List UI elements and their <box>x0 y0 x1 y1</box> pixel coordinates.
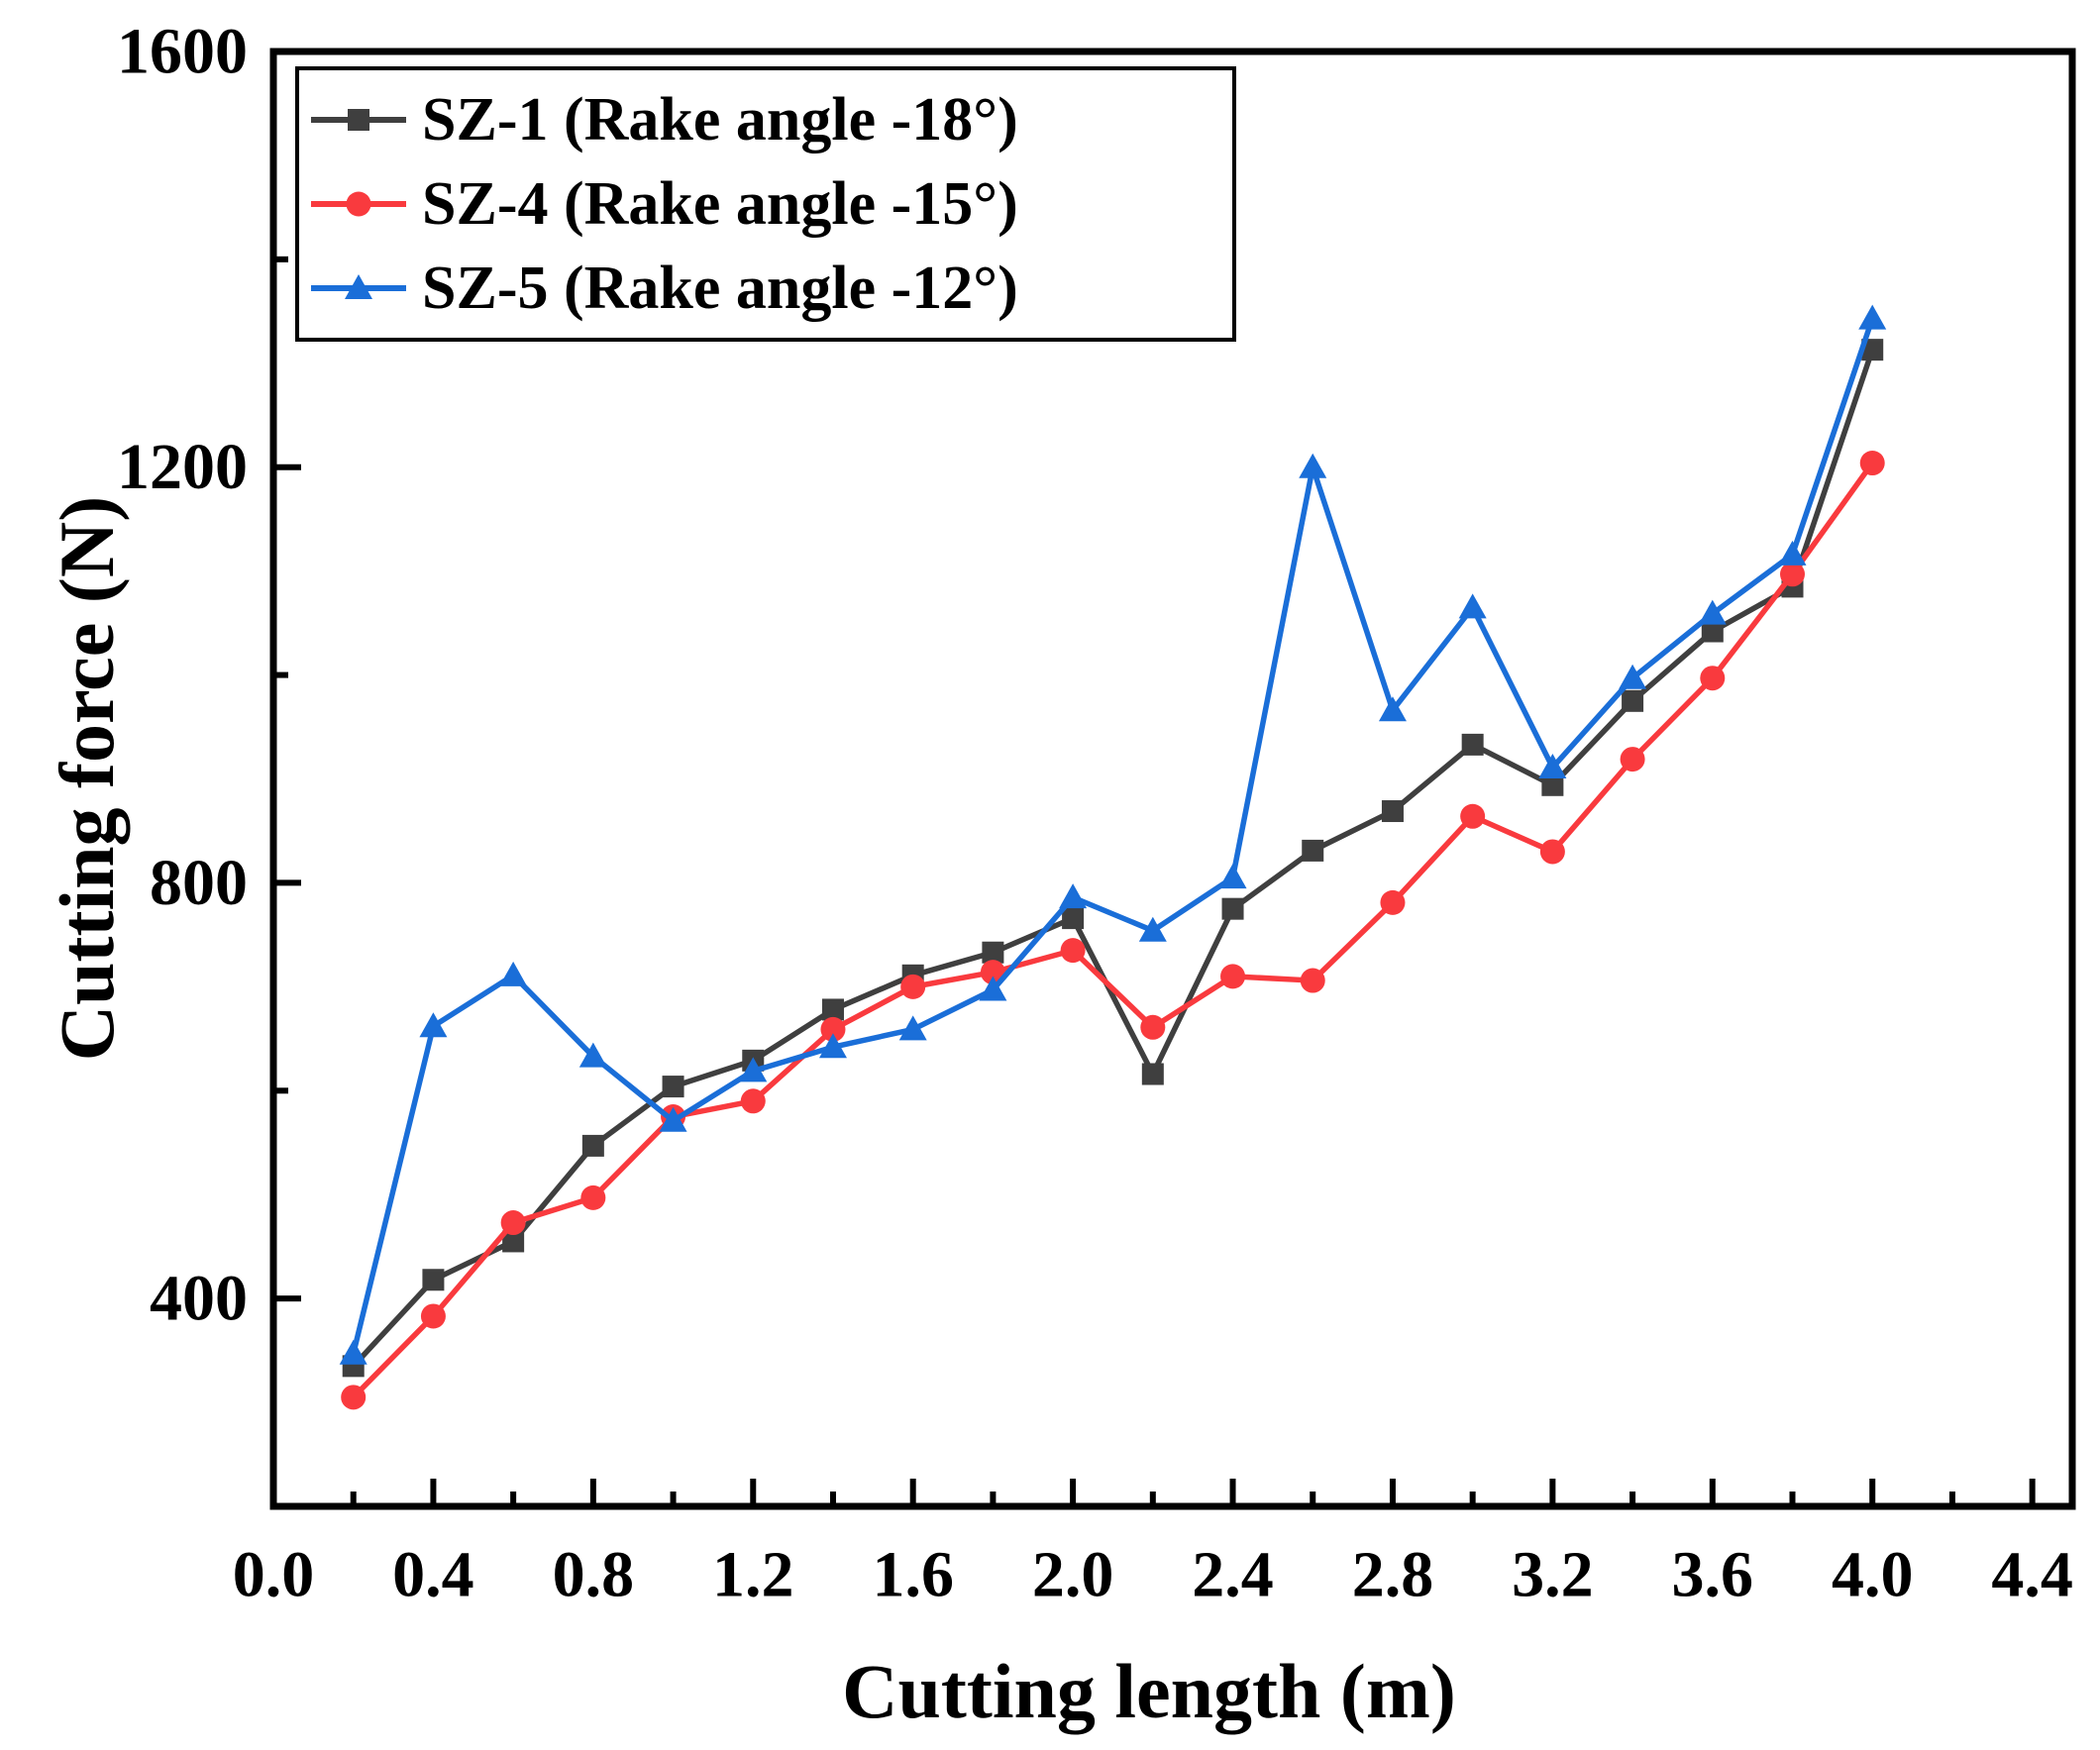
y-tick-label: 800 <box>150 847 248 919</box>
x-tick-label: 3.2 <box>1512 1539 1594 1611</box>
legend-label: SZ-1 (Rake angle -18°) <box>422 86 1018 154</box>
legend-square-marker-icon <box>311 109 406 132</box>
x-tick-label: 2.4 <box>1192 1539 1274 1611</box>
legend-triangle-marker-icon <box>311 273 406 299</box>
legend-label: SZ-4 (Rake angle -15°) <box>422 169 1018 238</box>
x-tick-label: 1.6 <box>872 1539 954 1611</box>
legend: SZ-1 (Rake angle -18°) SZ-4 (Rake angle -… <box>295 66 1236 342</box>
series-sz-4 <box>341 451 1885 1410</box>
y-axis-title: Cutting force (N) <box>44 495 130 1062</box>
y-tick-label: 1200 <box>117 431 248 503</box>
legend-item-sz-1: SZ-1 (Rake angle -18°) <box>309 89 1232 151</box>
legend-label: SZ-5 (Rake angle -12°) <box>422 254 1018 322</box>
x-tick-label: 2.0 <box>1032 1539 1114 1611</box>
x-tick-label: 3.6 <box>1672 1539 1754 1611</box>
y-tick-label: 1600 <box>117 16 248 88</box>
x-tick-label: 2.8 <box>1352 1539 1434 1611</box>
series-sz-5 <box>339 304 1887 1365</box>
tick-labels: 0.0 0.4 0.8 1.2 1.6 2.0 2.4 2.8 3.2 3.6 4.0 4.4 400 8… <box>117 16 2073 1611</box>
x-tick-label: 4.4 <box>1991 1539 2073 1611</box>
plot-frame <box>269 48 2076 1510</box>
x-axis-title: Cutting length (m) <box>842 1648 1456 1734</box>
x-tick-label: 1.2 <box>712 1539 794 1611</box>
legend-circle-marker-icon <box>311 191 406 217</box>
x-tick-label: 4.0 <box>1832 1539 1914 1611</box>
x-tick-label: 0.0 <box>233 1539 315 1611</box>
legend-item-sz-5: SZ-5 (Rake angle -12°) <box>309 257 1232 319</box>
series-sz-1 <box>342 339 1884 1378</box>
y-tick-label: 400 <box>150 1263 248 1335</box>
legend-item-sz-4: SZ-4 (Rake angle -15°) <box>309 173 1232 235</box>
x-tick-label: 0.8 <box>553 1539 635 1611</box>
x-tick-label: 0.4 <box>392 1539 474 1611</box>
